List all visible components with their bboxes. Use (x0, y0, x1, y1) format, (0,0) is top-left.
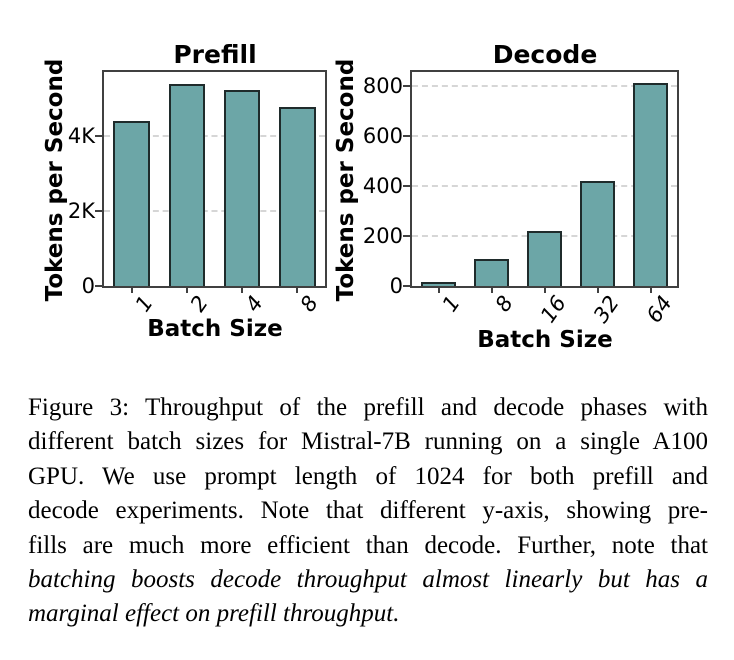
x-tick-mark (490, 288, 493, 293)
y-tick-label: 200 (362, 223, 403, 248)
y-tick-mark (403, 134, 410, 137)
y-tick-mark (95, 285, 102, 287)
caption-line-4: decode experiments. Note that different … (28, 497, 708, 525)
gridline (412, 84, 677, 87)
caption-line-5: fills are much more efficient than decod… (28, 531, 708, 559)
y-tick-mark (403, 285, 410, 287)
y-tick-mark (95, 134, 102, 137)
bar (421, 282, 456, 286)
bar (580, 181, 615, 286)
decode-y-axis-label: Tokens per Second (333, 58, 359, 302)
bar (113, 120, 150, 286)
bar (633, 83, 668, 286)
bar (168, 84, 206, 286)
gridline (104, 134, 325, 137)
figure-caption: Figure 3: Throughput of the prefill and … (28, 391, 708, 632)
x-tick-mark (596, 288, 599, 293)
y-tick-label: 800 (362, 73, 403, 98)
gridline (104, 209, 325, 212)
caption-line-2: different batch sizes for Mistral-7B run… (28, 428, 708, 456)
caption-line-1: Figure 3: Throughput of the prefill and … (28, 394, 708, 421)
caption-line-3: GPU. We use prompt length of 1024 for bo… (28, 462, 708, 490)
prefill-chart-title: Prefill (173, 40, 257, 69)
x-tick-mark (437, 288, 440, 293)
x-tick-mark (185, 288, 188, 293)
y-tick-mark (403, 84, 410, 87)
x-tick-label: 1 (437, 291, 465, 317)
y-tick-label: 0 (389, 274, 403, 298)
bar (527, 231, 562, 286)
y-tick-label: 0 (81, 274, 95, 298)
prefill-x-axis-label: Batch Size (147, 316, 283, 342)
decode-x-axis-label: Batch Size (477, 327, 613, 353)
y-tick-label: 4K (67, 123, 95, 148)
y-tick-label: 2K (67, 198, 95, 223)
x-tick-label: 64 (641, 291, 677, 328)
x-tick-mark (130, 288, 133, 293)
gridline (412, 134, 677, 137)
y-tick-label: 400 (362, 173, 403, 198)
y-tick-mark (403, 234, 410, 237)
x-tick-label: 16 (535, 291, 571, 328)
x-tick-label: 8 (295, 291, 324, 317)
gridline (412, 184, 677, 187)
x-tick-mark (241, 288, 244, 293)
x-tick-label: 4 (240, 291, 268, 317)
x-tick-label: 8 (490, 291, 518, 317)
bar (474, 258, 509, 286)
caption-line-7: marginal effect on prefill throughput. (28, 600, 400, 628)
decode-chart-title: Decode (492, 40, 598, 69)
bar (279, 106, 316, 286)
bar (223, 90, 261, 286)
y-tick-mark (403, 184, 410, 187)
y-tick-mark (95, 209, 102, 212)
y-tick-label: 600 (362, 123, 403, 148)
x-tick-label: 32 (588, 291, 624, 328)
x-tick-mark (649, 288, 652, 293)
x-tick-label: 1 (130, 291, 158, 317)
x-tick-label: 2 (185, 291, 213, 317)
x-tick-mark (296, 288, 299, 293)
prefill-plot-area: 0 2K 4K 1 2 4 8 (68, 70, 327, 316)
prefill-y-axis-label: Tokens per Second (42, 58, 68, 302)
decode-plot-area: 0 200 400 600 800 1 8 16 32 64 (363, 70, 679, 327)
caption-line-6: batching boosts decode throughput almost… (28, 566, 708, 594)
x-tick-mark (543, 288, 546, 293)
